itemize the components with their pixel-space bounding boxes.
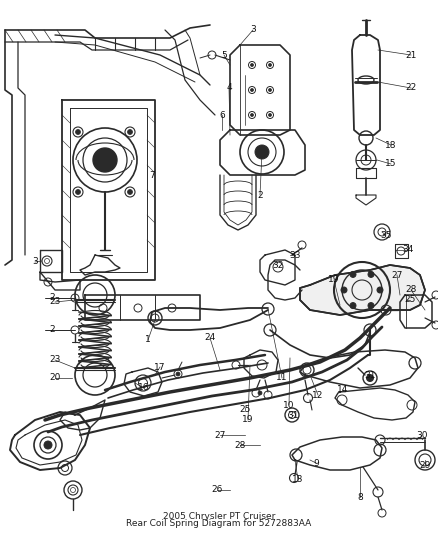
Text: 13: 13 (292, 475, 304, 484)
Text: 12: 12 (312, 391, 324, 400)
Text: 14: 14 (337, 385, 349, 394)
Text: 3: 3 (32, 257, 38, 266)
Circle shape (268, 88, 272, 92)
Text: 29: 29 (419, 461, 431, 470)
Text: 28: 28 (405, 286, 417, 295)
Text: 26: 26 (211, 486, 223, 495)
Circle shape (75, 190, 81, 195)
Circle shape (368, 303, 374, 309)
Circle shape (251, 63, 254, 67)
Text: 35: 35 (380, 230, 392, 239)
Text: 8: 8 (357, 492, 363, 502)
Circle shape (75, 130, 81, 134)
Text: 15: 15 (385, 159, 397, 168)
Text: 1: 1 (145, 335, 151, 344)
Text: 31: 31 (287, 410, 299, 419)
Text: 2: 2 (49, 326, 55, 335)
Circle shape (350, 271, 356, 277)
Circle shape (367, 375, 374, 382)
Text: 16: 16 (138, 384, 150, 392)
Text: 6: 6 (219, 110, 225, 119)
Circle shape (377, 287, 383, 293)
Text: 25: 25 (239, 406, 251, 415)
Text: 2: 2 (257, 190, 263, 199)
Text: 10: 10 (283, 400, 295, 409)
Circle shape (268, 114, 272, 117)
Circle shape (251, 114, 254, 117)
Text: 7: 7 (149, 171, 155, 180)
Text: 27: 27 (391, 271, 403, 279)
Text: 4: 4 (226, 84, 232, 93)
Text: 2: 2 (49, 294, 55, 303)
Text: Rear Coil Spring Diagram for 5272883AA: Rear Coil Spring Diagram for 5272883AA (127, 519, 311, 528)
Text: 21: 21 (405, 51, 417, 60)
Text: 34: 34 (403, 246, 413, 254)
Text: 28: 28 (234, 440, 246, 449)
Circle shape (341, 287, 347, 293)
Text: 3: 3 (250, 26, 256, 35)
Text: 32: 32 (272, 261, 284, 270)
Text: 11: 11 (276, 374, 288, 383)
Text: 25: 25 (404, 295, 416, 304)
Text: 19: 19 (242, 416, 254, 424)
Text: 5: 5 (221, 51, 227, 60)
Circle shape (127, 190, 133, 195)
Text: 30: 30 (416, 431, 428, 440)
Circle shape (251, 88, 254, 92)
Circle shape (268, 63, 272, 67)
Circle shape (93, 148, 117, 172)
Text: 19: 19 (328, 276, 340, 285)
Circle shape (258, 391, 262, 395)
Polygon shape (300, 265, 425, 315)
Circle shape (44, 441, 52, 449)
Text: 9: 9 (313, 458, 319, 467)
Text: 33: 33 (289, 251, 301, 260)
Text: 31: 31 (364, 370, 376, 379)
Text: 23: 23 (49, 356, 61, 365)
Circle shape (127, 130, 133, 134)
Circle shape (255, 145, 269, 159)
Text: 27: 27 (214, 431, 226, 440)
Text: 24: 24 (205, 334, 215, 343)
Text: 2005 Chrysler PT Cruiser: 2005 Chrysler PT Cruiser (163, 512, 275, 521)
Text: 20: 20 (49, 374, 61, 383)
Circle shape (368, 271, 374, 277)
Text: 18: 18 (385, 141, 397, 149)
Text: 22: 22 (406, 84, 417, 93)
Circle shape (350, 303, 356, 309)
Circle shape (176, 372, 180, 376)
Text: 17: 17 (154, 362, 166, 372)
Text: 23: 23 (49, 297, 61, 306)
